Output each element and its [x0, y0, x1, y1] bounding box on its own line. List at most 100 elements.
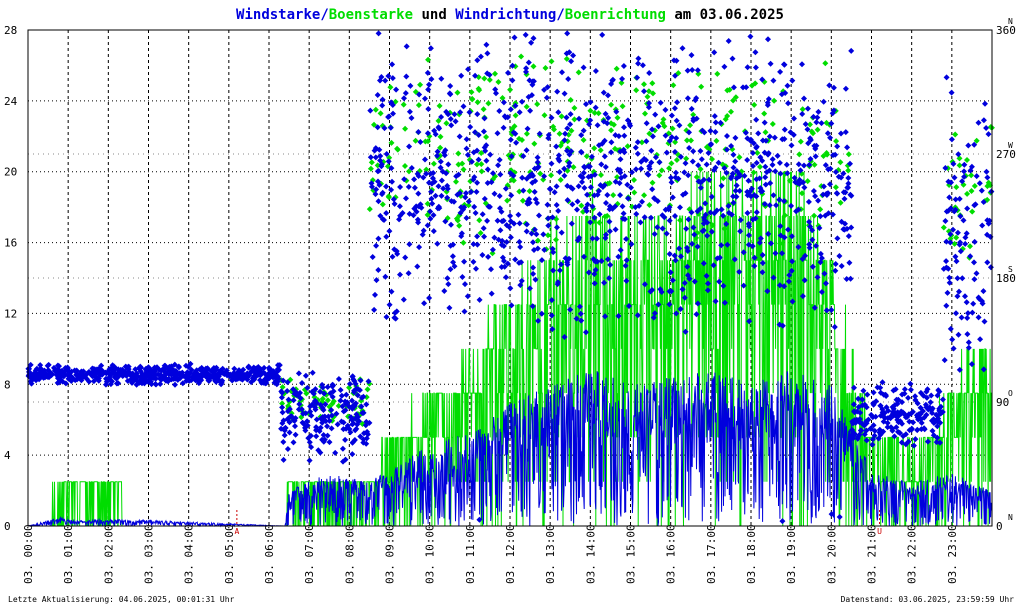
direction-point	[911, 442, 917, 449]
direction-point	[322, 401, 329, 408]
direction-point	[830, 84, 837, 91]
direction-point	[538, 310, 545, 317]
direction-point	[662, 206, 669, 213]
direction-point	[372, 154, 379, 161]
direction-point	[470, 258, 477, 265]
direction-point	[933, 439, 940, 446]
direction-point	[615, 253, 622, 260]
direction-point	[802, 121, 809, 128]
direction-point	[534, 101, 541, 108]
direction-point	[943, 238, 950, 245]
direction-point	[822, 280, 829, 287]
direction-point	[526, 285, 533, 292]
direction-point	[430, 170, 437, 176]
x-tick-label: 03. 03:00	[143, 524, 156, 584]
direction-point	[520, 153, 527, 160]
direction-point	[749, 82, 755, 89]
direction-point	[902, 441, 909, 448]
direction-point	[716, 278, 723, 285]
direction-point	[570, 164, 577, 171]
direction-point	[809, 236, 816, 243]
direction-point	[620, 63, 627, 69]
direction-point	[474, 233, 481, 240]
direction-point	[425, 138, 431, 145]
direction-point	[968, 361, 975, 368]
direction-point	[438, 114, 445, 120]
direction-point	[557, 142, 564, 149]
direction-point	[619, 103, 626, 110]
direction-point	[774, 152, 781, 159]
direction-point	[646, 70, 653, 76]
direction-point	[672, 257, 679, 264]
direction-point	[832, 267, 839, 274]
direction-point	[703, 144, 710, 151]
direction-point	[623, 236, 630, 242]
direction-point	[152, 365, 159, 372]
direction-point	[943, 302, 950, 309]
direction-point	[467, 124, 474, 130]
direction-point	[804, 126, 811, 133]
direction-point	[295, 370, 302, 377]
direction-point	[703, 161, 710, 168]
direction-point	[516, 220, 523, 227]
direction-point	[439, 168, 446, 175]
direction-point	[633, 211, 640, 217]
direction-point	[541, 246, 548, 253]
direction-point	[553, 183, 560, 190]
direction-point	[583, 101, 589, 108]
direction-point	[679, 286, 686, 293]
direction-point	[292, 431, 299, 438]
direction-point	[443, 120, 450, 127]
direction-point	[870, 389, 877, 396]
direction-point	[857, 409, 864, 416]
direction-point	[435, 183, 442, 190]
direction-point	[652, 111, 659, 118]
direction-point	[666, 288, 673, 295]
direction-point	[731, 256, 738, 263]
direction-point	[765, 151, 771, 158]
direction-point	[567, 97, 574, 103]
direction-point	[488, 290, 495, 297]
direction-point	[815, 108, 822, 115]
direction-point	[770, 274, 777, 281]
direction-point	[152, 381, 159, 387]
direction-point	[397, 271, 403, 278]
direction-point	[677, 306, 684, 312]
plot-frame	[27, 29, 993, 527]
direction-point	[234, 371, 241, 378]
direction-point	[715, 159, 722, 166]
direction-point	[871, 432, 878, 439]
direction-point	[979, 222, 986, 229]
direction-point	[591, 280, 598, 287]
direction-point	[951, 174, 958, 181]
direction-point	[426, 81, 432, 88]
direction-point	[615, 313, 622, 319]
direction-point	[628, 184, 634, 191]
direction-point	[458, 72, 465, 79]
direction-point	[381, 217, 387, 223]
direction-point	[795, 161, 802, 168]
direction-point	[592, 266, 599, 273]
direction-point	[830, 152, 836, 159]
direction-point	[119, 366, 126, 373]
direction-point	[825, 166, 832, 173]
direction-point	[516, 109, 523, 116]
direction-point	[831, 324, 838, 330]
direction-point	[140, 372, 147, 379]
direction-point	[749, 243, 756, 250]
direction-point	[375, 198, 382, 205]
direction-point	[859, 396, 866, 403]
direction-point	[796, 151, 803, 158]
direction-point	[493, 90, 499, 97]
direction-point	[644, 93, 651, 100]
direction-point	[785, 100, 792, 107]
y-left-tick-label: 4	[4, 449, 11, 462]
direction-point	[387, 84, 394, 91]
title-date: am 03.06.2025	[666, 7, 784, 23]
direction-point	[820, 191, 827, 198]
direction-point	[693, 311, 700, 318]
direction-point	[279, 389, 286, 396]
direction-point	[779, 322, 786, 329]
direction-point	[448, 122, 455, 129]
direction-point	[463, 215, 470, 221]
